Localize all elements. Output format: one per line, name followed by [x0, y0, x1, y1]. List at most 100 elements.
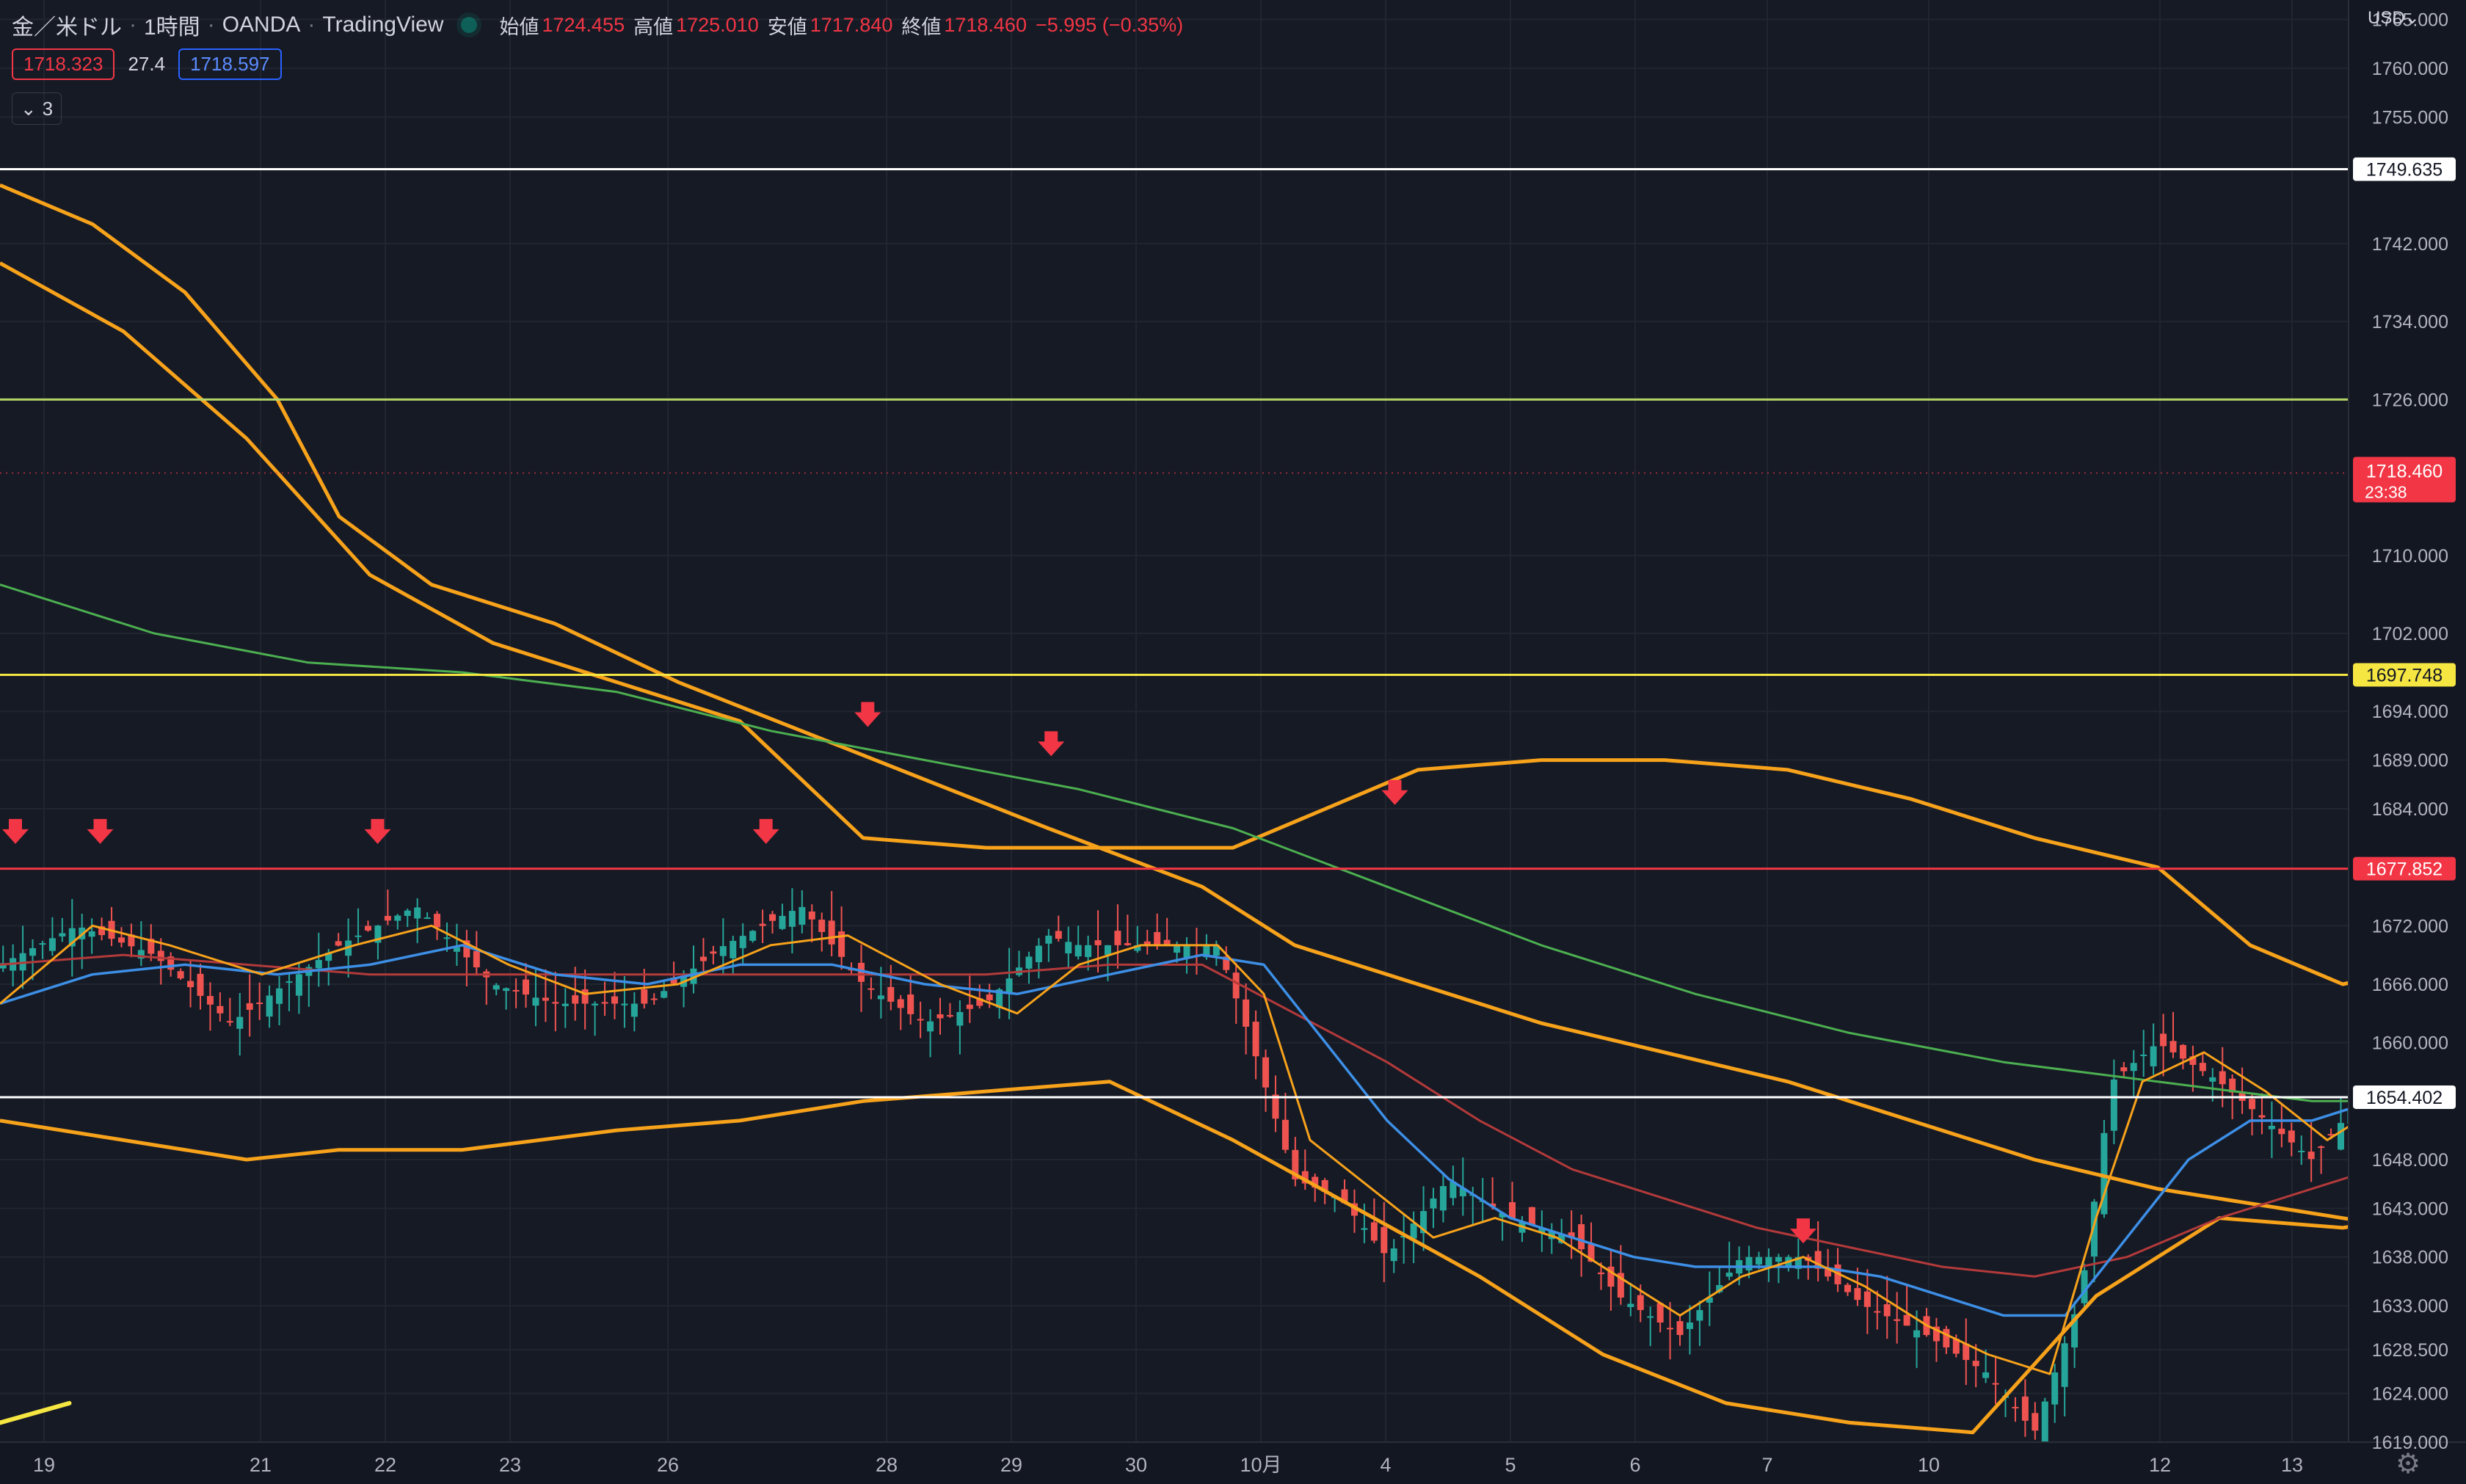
- candle: [2298, 1150, 2305, 1152]
- candle: [1143, 941, 1151, 945]
- candle: [1350, 1203, 1358, 1216]
- candle: [1390, 1248, 1397, 1262]
- candle: [2160, 1033, 2167, 1047]
- candle: [2051, 1372, 2059, 1405]
- price-tick-label: 1619.000: [2372, 1433, 2448, 1453]
- candle: [1439, 1186, 1447, 1211]
- candle: [1499, 1212, 1506, 1218]
- candle: [730, 940, 737, 959]
- separator-dot: ·: [308, 12, 316, 37]
- candle: [1045, 935, 1052, 944]
- candle: [1321, 1179, 1328, 1192]
- candle: [818, 920, 826, 932]
- candle: [1874, 1311, 1881, 1313]
- candle: [354, 935, 362, 937]
- interval-label[interactable]: 1時間: [144, 15, 200, 40]
- candle: [236, 1016, 244, 1029]
- price-tick-label: 1734.000: [2372, 312, 2448, 332]
- candle: [749, 931, 757, 941]
- candle: [1361, 1228, 1368, 1230]
- candle: [1035, 945, 1042, 963]
- time-tick-label: 28: [876, 1454, 898, 1476]
- candle: [828, 920, 835, 945]
- countdown-label: 23:38: [2365, 482, 2407, 501]
- candle: [394, 915, 401, 921]
- price-tick-label: 1624.000: [2372, 1384, 2448, 1405]
- candle: [2209, 1077, 2216, 1082]
- candle: [769, 914, 776, 921]
- candle: [1074, 945, 1082, 957]
- candle: [315, 959, 322, 969]
- price-tick-label: 1666.000: [2372, 975, 2448, 995]
- candle: [1281, 1119, 1289, 1150]
- candle: [1814, 1251, 1822, 1269]
- price-tick-label: 1684.000: [2372, 799, 2448, 820]
- sell-arrow-icon: [2, 818, 29, 844]
- gear-icon[interactable]: ⚙: [2396, 1449, 2421, 1480]
- candle: [2110, 1079, 2117, 1131]
- symbol-name[interactable]: 金／米ドル: [12, 15, 122, 40]
- candle: [808, 911, 815, 920]
- bb-upper-line: [0, 261, 2466, 986]
- price-tick-label: 1638.000: [2372, 1248, 2448, 1268]
- price-tick-label: 1710.000: [2372, 546, 2448, 567]
- candle: [1085, 945, 1092, 958]
- candle: [2061, 1343, 2068, 1387]
- ma-fast-line: [0, 924, 2466, 1375]
- candle: [523, 979, 530, 995]
- time-tick-label: 30: [1125, 1454, 1147, 1476]
- price-tick-label: 1726.000: [2372, 390, 2448, 410]
- candle: [670, 978, 677, 984]
- candle: [148, 939, 155, 954]
- indicator-count: 3: [42, 97, 54, 120]
- price-tick-label: 1672.000: [2372, 916, 2448, 936]
- candle: [611, 996, 618, 1004]
- candle: [907, 994, 914, 1014]
- ask-badge[interactable]: 1718.597: [178, 48, 282, 80]
- candle: [2071, 1314, 2078, 1347]
- candle: [2041, 1401, 2048, 1442]
- indicator-overlays: [0, 183, 2466, 1435]
- price-line-label: 1697.748: [2366, 665, 2443, 685]
- price-tick-label: 1760.000: [2372, 59, 2448, 79]
- candle: [1894, 1319, 1901, 1321]
- candle: [542, 997, 549, 1001]
- candle: [503, 988, 510, 992]
- high-value: 1725.010: [676, 13, 759, 36]
- candle: [1578, 1224, 1585, 1250]
- candle: [1370, 1222, 1378, 1241]
- time-axis: [0, 1442, 2466, 1484]
- candle: [226, 1021, 233, 1023]
- candle: [1223, 956, 1230, 970]
- candle: [838, 931, 845, 957]
- candle: [2081, 1270, 2088, 1303]
- indicator-collapse-button[interactable]: ⌄ 3: [12, 92, 62, 125]
- candle: [1410, 1223, 1417, 1239]
- candle: [2307, 1152, 2315, 1160]
- candle: [48, 938, 56, 951]
- candle: [1420, 1211, 1427, 1234]
- candle: [2150, 1046, 2157, 1066]
- candle: [1972, 1361, 1979, 1367]
- candle: [1756, 1256, 1763, 1265]
- trend-line: [0, 1400, 72, 1425]
- candle: [621, 1003, 628, 1005]
- candle: [1725, 1272, 1733, 1277]
- candle: [1637, 1295, 1644, 1310]
- candle: [2140, 1054, 2147, 1056]
- candle: [276, 988, 283, 1004]
- candle: [157, 950, 164, 961]
- time-tick-label: 10月: [1240, 1454, 1281, 1476]
- candle: [1745, 1256, 1753, 1270]
- candle: [1292, 1149, 1299, 1179]
- trend-drawings: [0, 1400, 72, 1425]
- currency-selector[interactable]: USD⌄: [2368, 7, 2420, 29]
- candle: [1025, 956, 1033, 969]
- candle: [1587, 1244, 1595, 1262]
- symbol-legend[interactable]: 金／米ドル · 1時間 · OANDA · TradingView 始値 172…: [12, 9, 1192, 41]
- candle: [68, 928, 76, 947]
- quote-row: 1718.323 27.4 1718.597: [12, 48, 282, 80]
- bid-badge[interactable]: 1718.323: [12, 48, 115, 80]
- candle: [414, 907, 421, 919]
